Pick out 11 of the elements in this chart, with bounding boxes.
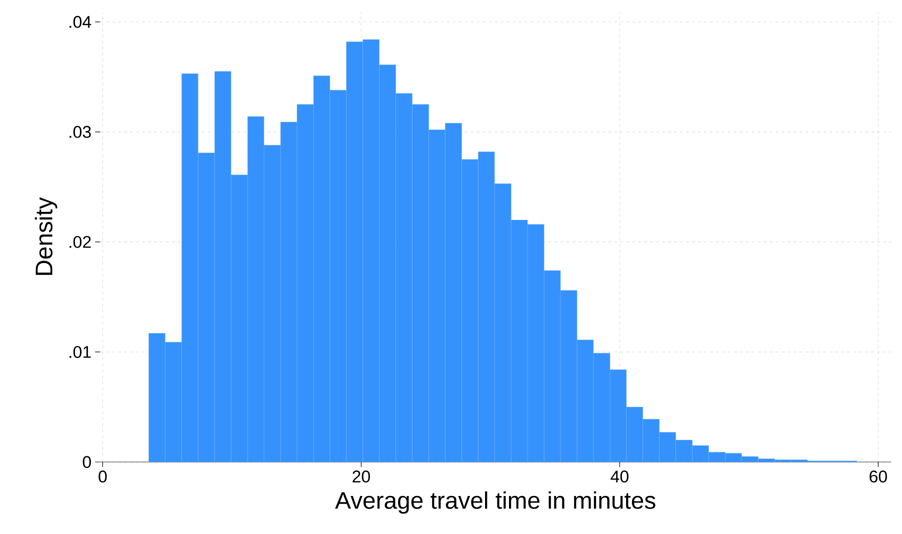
y-axis-title: Density (34, 197, 58, 275)
x-tick-label: 60 (870, 470, 887, 483)
x-tick-label: 0 (98, 470, 107, 483)
x-tick-label: 20 (352, 470, 370, 483)
x-tick-label: 40 (610, 470, 628, 483)
y-tick-label: .01 (70, 346, 91, 358)
y-tick-label: .03 (70, 126, 91, 138)
y-tick-label: .04 (70, 16, 92, 28)
y-tick-label: .02 (70, 236, 91, 248)
y-tick-label: 0 (82, 456, 91, 468)
x-axis-title: Average travel time in minutes (335, 491, 656, 514)
